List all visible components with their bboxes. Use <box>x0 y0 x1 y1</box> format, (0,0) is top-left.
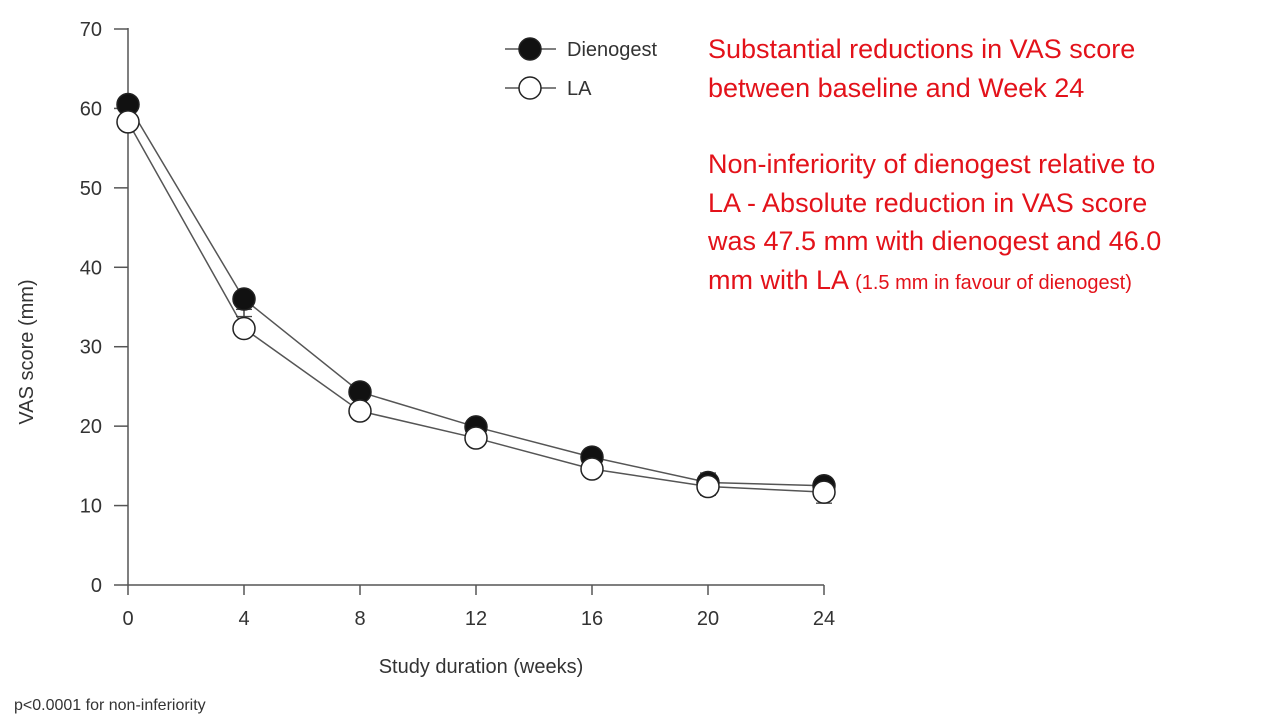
y-tick-label: 0 <box>91 575 102 597</box>
data-point-la <box>812 480 836 504</box>
x-tick-label: 12 <box>465 608 487 630</box>
y-tick-label: 50 <box>80 178 102 200</box>
annotation-line-6: mm with LA (1.5 mm in favour of dienoges… <box>708 261 1268 303</box>
x-tick-label: 8 <box>354 608 365 630</box>
y-tick-label: 10 <box>80 496 102 518</box>
footnote: p<0.0001 for non-inferiority <box>14 697 206 714</box>
data-point-la <box>348 399 372 423</box>
x-tick-label: 24 <box>813 608 835 630</box>
y-axis-label: VAS score (mm) <box>16 279 38 424</box>
annotation-line-5: was 47.5 mm with dienogest and 46.0 <box>708 226 1162 256</box>
y-tick-label: 20 <box>80 416 102 438</box>
legend-marker-dienogest <box>518 37 542 61</box>
legend-label-la: LA <box>567 78 592 100</box>
annotation-line-2: between baseline and Week 24 <box>708 72 1085 103</box>
data-point-la <box>580 457 604 481</box>
y-tick-label: 40 <box>80 257 102 279</box>
x-tick-label: 0 <box>122 608 133 630</box>
annotation-panel: Substantial reductions in VAS score betw… <box>708 30 1268 302</box>
x-tick-label: 4 <box>238 608 249 630</box>
data-point-la <box>464 426 488 450</box>
legend-marker-la <box>518 76 542 100</box>
annotation-spacer <box>708 107 1268 145</box>
chart-legend: Dienogest LA <box>505 37 658 100</box>
y-tick-label: 30 <box>80 337 102 359</box>
annotation-line-6-note: (1.5 mm in favour of dienogest) <box>855 271 1132 294</box>
x-axis-label: Study duration (weeks) <box>379 656 584 678</box>
y-tick-label: 60 <box>80 98 102 120</box>
y-tick-label: 70 <box>80 19 102 41</box>
data-point-la <box>696 474 720 499</box>
data-point-la <box>116 110 140 134</box>
annotation-line-3: Non-inferiority of dienogest relative to <box>708 149 1156 179</box>
annotation-line-4: LA - Absolute reduction in VAS score <box>708 187 1148 218</box>
x-tick-label: 16 <box>581 608 603 630</box>
chart-axes: 0 10 20 30 40 50 60 70 0 4 8 12 16 20 24 Study duration… <box>16 19 835 678</box>
chart-series <box>116 92 836 504</box>
annotation-line-1: Substantial reductions in VAS score <box>708 34 1136 64</box>
x-tick-label: 20 <box>697 608 719 630</box>
annotation-line-6-main: mm with LA <box>708 264 848 295</box>
data-point-dienogest <box>232 287 256 311</box>
data-point-la <box>232 316 256 341</box>
legend-label-dienogest: Dienogest <box>567 39 658 61</box>
